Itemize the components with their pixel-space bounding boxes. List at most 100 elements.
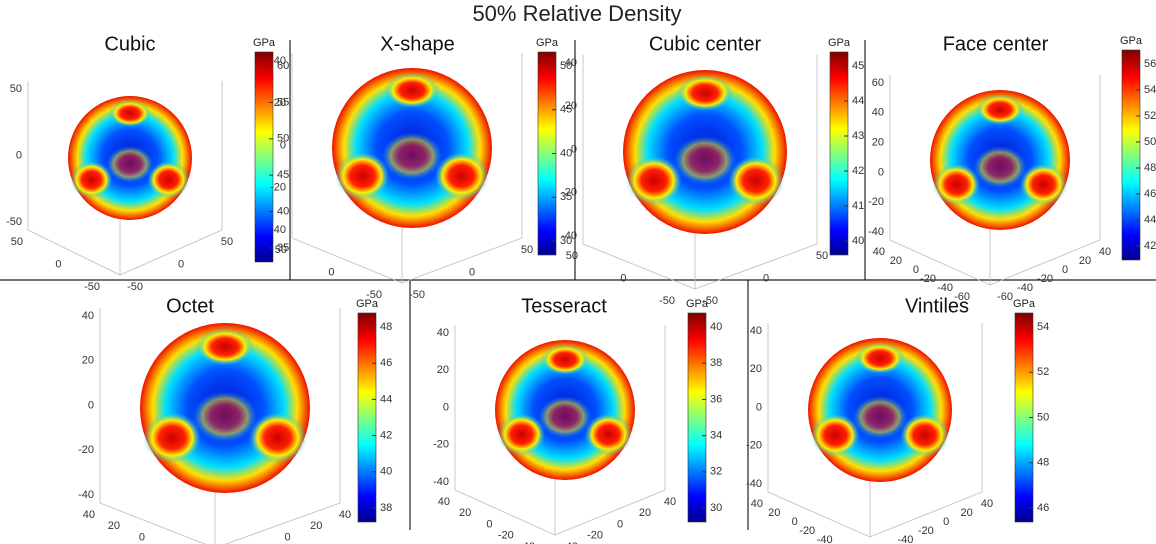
z-tick-label: -20 bbox=[746, 440, 762, 452]
colorbar-tick-label: 45 bbox=[277, 169, 289, 181]
y-tick-label: -40 bbox=[562, 541, 578, 544]
colorbar-tick-label: 55 bbox=[277, 96, 289, 108]
panel-title: X-shape bbox=[380, 33, 455, 55]
x-tick-label: -20 bbox=[920, 273, 936, 285]
x-tick-label: 50 bbox=[566, 250, 578, 262]
colorbar-tick-label: 50 bbox=[277, 133, 289, 145]
y-tick-label: 0 bbox=[284, 531, 290, 543]
colorbar-tick-label: 46 bbox=[1037, 502, 1049, 514]
x-tick-label: 40 bbox=[83, 509, 95, 521]
z-tick-label: 20 bbox=[872, 137, 884, 149]
surface-lobe bbox=[932, 163, 981, 206]
z-tick-label: 40 bbox=[274, 55, 286, 67]
colorbar-tick-label: 40 bbox=[277, 206, 289, 218]
x-tick-label: -40 bbox=[519, 541, 535, 544]
colorbar-tick-label: 34 bbox=[710, 430, 722, 442]
colorbar-tick-label: 40 bbox=[710, 321, 722, 333]
colorbar-tick-label: 50 bbox=[1037, 411, 1049, 423]
z-tick-label: 0 bbox=[88, 399, 94, 411]
colorbar-tick-label: 52 bbox=[1144, 110, 1156, 122]
colorbar-unit: GPa bbox=[1013, 298, 1036, 310]
surface-lobe bbox=[584, 413, 633, 456]
colorbar-unit: GPa bbox=[536, 37, 559, 49]
colorbar bbox=[829, 51, 849, 256]
colorbar-unit: GPa bbox=[828, 37, 851, 49]
z-tick-label: -20 bbox=[270, 182, 286, 194]
y-tick-label: 0 bbox=[1062, 264, 1068, 276]
y-tick-label: -60 bbox=[997, 291, 1013, 303]
x-tick-label: -40 bbox=[817, 534, 833, 544]
panel-title: Tesseract bbox=[521, 295, 607, 317]
colorbar-tick-label: 36 bbox=[710, 393, 722, 405]
colorbar-tick-label: 40 bbox=[380, 466, 392, 478]
x-tick-label: 50 bbox=[11, 236, 23, 248]
y-tick-label: -20 bbox=[251, 543, 267, 544]
surface-lobe bbox=[1019, 163, 1068, 206]
surface-lobe bbox=[384, 72, 440, 108]
colorbar-tick-label: 60 bbox=[277, 60, 289, 72]
z-tick-label: 40 bbox=[565, 57, 577, 69]
z-tick-label: 40 bbox=[437, 327, 449, 339]
y-tick-label: -50 bbox=[409, 289, 425, 301]
y-tick-label: 50 bbox=[816, 250, 828, 262]
colorbar-tick-label: 32 bbox=[710, 466, 722, 478]
y-tick-label: -50 bbox=[127, 281, 143, 293]
y-tick-label: 0 bbox=[763, 272, 769, 284]
colorbar-tick-label: 48 bbox=[1037, 457, 1049, 469]
z-tick-label: 50 bbox=[10, 83, 22, 95]
x-tick-label: -20 bbox=[799, 525, 815, 537]
surface-lobe bbox=[973, 146, 1027, 188]
colorbar-tick-label: 40 bbox=[852, 235, 864, 247]
z-tick-label: 40 bbox=[872, 107, 884, 119]
colorbar-tick-label: 38 bbox=[710, 357, 722, 369]
colorbar-tick-label: 41 bbox=[852, 200, 864, 212]
z-tick-label: -40 bbox=[270, 224, 286, 236]
surface-lobe bbox=[70, 161, 113, 199]
colorbar-tick-label: 40 bbox=[560, 147, 572, 159]
surface-lobe bbox=[538, 396, 592, 438]
colorbar-tick-label: 42 bbox=[852, 165, 864, 177]
surface-lobe bbox=[143, 412, 202, 464]
surface-lobe bbox=[108, 99, 152, 127]
y-tick-label: 20 bbox=[1079, 255, 1091, 267]
x-tick-label: 40 bbox=[873, 246, 885, 258]
colorbar-tick-label: 43 bbox=[852, 130, 864, 142]
colorbar-tick-label: 48 bbox=[1144, 162, 1156, 174]
surface-lobe bbox=[852, 395, 908, 439]
z-tick-label: 20 bbox=[274, 97, 286, 109]
surface-lobe bbox=[855, 342, 905, 374]
figure-title: 50% Relative Density bbox=[472, 1, 681, 26]
colorbar-tick-label: 52 bbox=[1037, 366, 1049, 378]
surface-lobe bbox=[196, 328, 254, 366]
z-tick-label: 40 bbox=[82, 310, 94, 322]
z-tick-label: -40 bbox=[746, 478, 762, 490]
y-tick-label: -20 bbox=[918, 525, 934, 537]
x-tick-label: -40 bbox=[937, 282, 953, 294]
surface-lobe bbox=[248, 412, 307, 464]
surface-lobe bbox=[810, 413, 860, 457]
y-tick-label: -20 bbox=[587, 530, 603, 542]
z-tick-label: -20 bbox=[868, 196, 884, 208]
panel-title: Octet bbox=[166, 295, 214, 317]
x-tick-label: 20 bbox=[768, 507, 780, 519]
colorbar-tick-label: 44 bbox=[1144, 214, 1156, 226]
surface-lobe bbox=[727, 156, 784, 206]
panel-title: Vintiles bbox=[905, 295, 969, 317]
y-tick-label: -40 bbox=[1017, 282, 1033, 294]
z-tick-label: 0 bbox=[571, 143, 577, 155]
surface-lobe bbox=[900, 413, 950, 457]
z-tick-label: -40 bbox=[561, 230, 577, 242]
surface-lobe bbox=[976, 94, 1024, 125]
colorbar-tick-label: 35 bbox=[560, 191, 572, 203]
surface-lobe bbox=[434, 152, 489, 200]
x-tick-label: -50 bbox=[366, 289, 382, 301]
colorbar-tick-label: 42 bbox=[380, 430, 392, 442]
colorbar-tick-label: 45 bbox=[560, 104, 572, 116]
y-tick-label: 40 bbox=[1099, 246, 1111, 258]
z-tick-label: 0 bbox=[443, 401, 449, 413]
z-tick-label: -40 bbox=[78, 489, 94, 501]
z-tick-label: 0 bbox=[16, 149, 22, 161]
colorbar-tick-label: 42 bbox=[1144, 240, 1156, 252]
colorbar-unit: GPa bbox=[686, 298, 709, 310]
colorbar-tick-label: 50 bbox=[560, 60, 572, 72]
